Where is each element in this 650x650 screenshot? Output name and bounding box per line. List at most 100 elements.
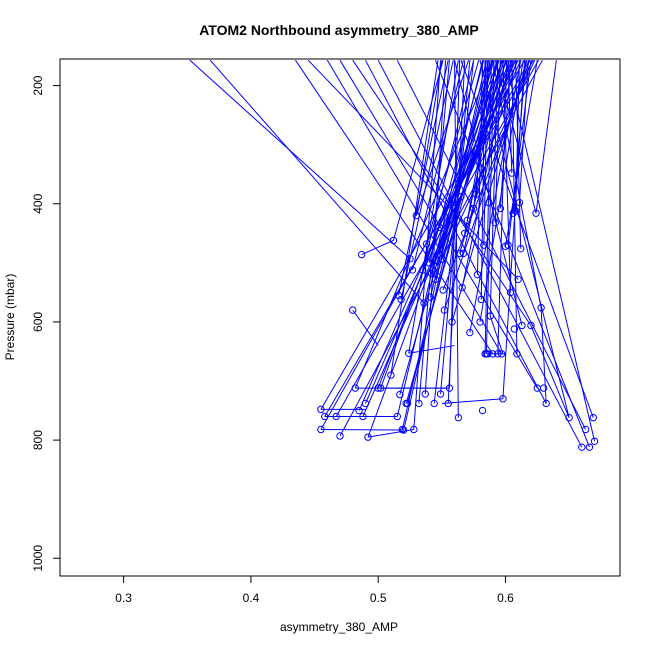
profile-line-segment	[209, 59, 425, 304]
data-point	[397, 295, 405, 304]
data-point	[434, 250, 442, 259]
y-tick-label: 1000	[31, 545, 45, 572]
data-point	[480, 241, 488, 249]
x-tick-label: 0.5	[370, 591, 387, 605]
data-point	[485, 198, 493, 207]
data-point	[581, 425, 590, 434]
y-axis-label: Pressure (mbar)	[3, 274, 17, 361]
data-point	[499, 395, 507, 403]
data-point	[436, 390, 445, 398]
data-point	[510, 325, 519, 333]
data-point	[405, 349, 413, 357]
profile-line-segment	[530, 325, 570, 418]
profile-line-segment	[406, 60, 499, 404]
profile-line-segment	[189, 59, 411, 260]
data-point	[427, 269, 436, 278]
profile-line-segment	[408, 345, 455, 354]
profile-line-segment	[354, 59, 494, 389]
data-point	[321, 412, 329, 421]
data-point	[426, 293, 435, 301]
data-point	[506, 288, 515, 297]
data-point	[357, 250, 366, 259]
data-point	[515, 198, 524, 207]
y-axis: 200 400 600 800 1000	[31, 75, 60, 572]
profile-line-segment	[518, 60, 529, 203]
x-tick-label: 0.4	[243, 591, 260, 605]
x-tick-label: 0.3	[115, 591, 132, 605]
data-point	[440, 306, 449, 314]
data-point	[513, 350, 521, 358]
profile-line-segment	[367, 60, 508, 438]
chart-title: ATOM2 Northbound asymmetry_380_AMP	[199, 22, 479, 38]
x-axis-label: asymmetry_380_AMP	[280, 620, 398, 634]
y-tick-label: 800	[31, 430, 45, 450]
profile-line-segment	[320, 428, 404, 431]
data-point	[590, 437, 599, 445]
profile-line-segment	[454, 60, 459, 418]
data-point	[377, 384, 385, 392]
profile-line-segment	[398, 60, 449, 296]
data-point	[459, 249, 468, 258]
data-point	[332, 412, 340, 421]
data-point	[406, 255, 414, 263]
data-point	[565, 413, 573, 422]
y-tick-label: 600	[31, 312, 45, 332]
data-point	[422, 240, 431, 248]
profile-line-segment	[352, 309, 379, 346]
data-point	[478, 406, 487, 415]
data-point	[396, 390, 404, 399]
data-point	[537, 304, 545, 312]
plot-area	[189, 59, 599, 451]
profile-line-segment	[401, 60, 487, 430]
data-point	[387, 371, 395, 379]
profile-line-segment	[441, 398, 503, 404]
data-point	[469, 204, 478, 213]
data-point	[355, 406, 363, 415]
data-point	[486, 312, 494, 320]
data-point	[504, 241, 512, 249]
profile-line-segment	[489, 315, 504, 354]
data-point	[351, 384, 359, 392]
data-point	[433, 262, 441, 271]
data-point	[336, 432, 344, 440]
data-point	[539, 384, 548, 392]
data-point	[421, 390, 429, 398]
data-point	[448, 318, 456, 326]
data-point	[403, 399, 412, 408]
data-point	[532, 209, 540, 217]
plot-frame	[59, 58, 621, 577]
profile-line-segment	[459, 60, 518, 254]
profile-line-segment	[535, 60, 557, 214]
data-point	[445, 384, 454, 392]
data-point	[317, 425, 325, 434]
data-point	[394, 291, 403, 300]
data-point	[477, 295, 485, 304]
profile-line-segment	[396, 60, 484, 417]
data-point	[457, 192, 465, 201]
profile-line-segment	[364, 59, 517, 404]
data-point	[509, 209, 517, 217]
profile-line-segment	[326, 59, 503, 355]
data-point	[431, 275, 440, 284]
data-point	[578, 443, 586, 451]
data-point	[461, 229, 469, 238]
data-point	[589, 413, 597, 422]
data-point	[473, 270, 482, 279]
profile-line-segment	[461, 60, 510, 288]
data-point	[412, 211, 421, 220]
data-point	[463, 216, 471, 225]
data-point	[518, 321, 526, 330]
data-point	[393, 412, 401, 421]
y-tick-label: 400	[31, 193, 45, 213]
data-point	[514, 275, 522, 284]
data-point	[483, 350, 492, 358]
data-point	[455, 249, 464, 258]
profile-line-segment	[392, 60, 444, 241]
data-point	[476, 318, 484, 326]
data-point	[508, 169, 516, 177]
data-point	[415, 399, 423, 408]
data-point	[444, 399, 452, 408]
data-point	[361, 399, 370, 408]
data-point	[399, 426, 408, 434]
profile-line-segment	[361, 239, 394, 256]
